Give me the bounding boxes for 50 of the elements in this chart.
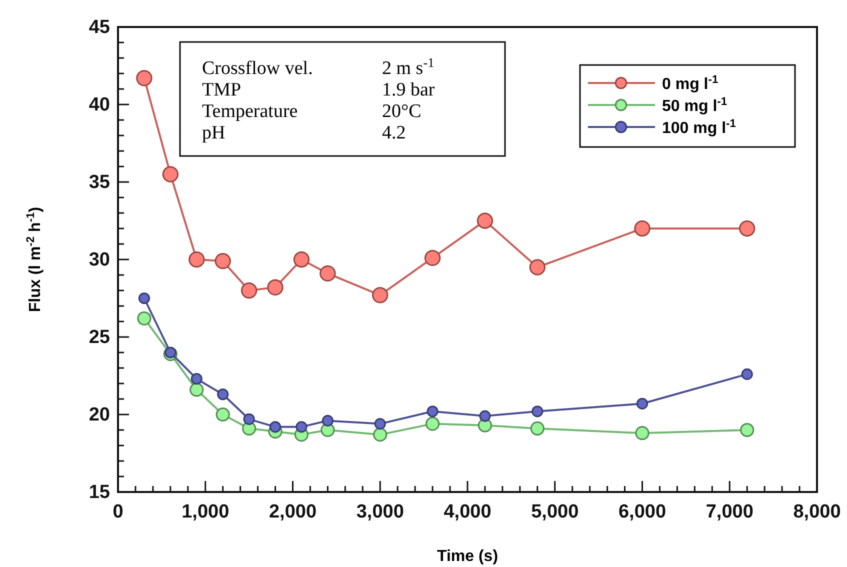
y-tick-label: 40 bbox=[88, 94, 110, 116]
x-tick-label: 1,000 bbox=[182, 501, 230, 522]
point bbox=[269, 421, 282, 433]
x-tick-label: 5,000 bbox=[531, 501, 579, 522]
point bbox=[373, 428, 388, 442]
annotation: TMP bbox=[202, 80, 242, 100]
y-tick-label: 20 bbox=[88, 404, 110, 426]
legend-label: 100 mg l$^{-1}$ bbox=[662, 118, 736, 137]
point bbox=[296, 421, 308, 433]
point bbox=[425, 416, 440, 431]
point bbox=[190, 382, 204, 397]
y-tick-label: 25 bbox=[88, 327, 110, 348]
legend-label: 0 mg l$^{-1}$ bbox=[662, 74, 718, 93]
y-tick-label: 45 bbox=[88, 17, 110, 38]
point bbox=[635, 426, 650, 440]
x-tick-label: 2,000 bbox=[268, 501, 317, 522]
point bbox=[741, 368, 753, 380]
x-tick-label: 8,000 bbox=[793, 501, 841, 522]
point bbox=[426, 406, 438, 418]
legend-label: 50 mg l$^{-1}$ bbox=[662, 96, 728, 115]
point bbox=[530, 421, 544, 436]
point bbox=[137, 311, 152, 326]
x-tick-label: 4,000 bbox=[444, 501, 492, 522]
point bbox=[216, 407, 230, 422]
y-tick-label: 15 bbox=[88, 482, 110, 504]
point bbox=[164, 346, 176, 358]
annotation: pH bbox=[202, 122, 226, 144]
x-axis-title: Time (s) bbox=[436, 548, 498, 565]
x-tick-label: 0 bbox=[112, 501, 124, 522]
y-tick-label: 35 bbox=[88, 172, 110, 194]
annotation: Crossflow vel. bbox=[202, 58, 313, 79]
point bbox=[243, 413, 255, 425]
point bbox=[138, 292, 150, 304]
annotation: 2 m s$^{-1}$ bbox=[382, 54, 434, 79]
point bbox=[217, 388, 229, 400]
y-tick-label: 30 bbox=[88, 250, 110, 271]
point bbox=[636, 398, 648, 410]
annotation: 20°C bbox=[382, 101, 422, 122]
x-tick-label: 3,000 bbox=[356, 501, 404, 522]
annotation: 4.2 bbox=[382, 122, 406, 144]
x-tick-label: 6,000 bbox=[618, 501, 666, 522]
point bbox=[374, 418, 386, 430]
annotation: Temperature bbox=[202, 101, 298, 122]
annotation: 1.9 bar bbox=[382, 80, 436, 100]
point bbox=[190, 373, 202, 385]
point bbox=[322, 414, 334, 426]
point bbox=[740, 422, 754, 438]
point bbox=[532, 406, 544, 418]
point bbox=[479, 410, 491, 422]
x-tick-label: 7,000 bbox=[706, 501, 754, 522]
